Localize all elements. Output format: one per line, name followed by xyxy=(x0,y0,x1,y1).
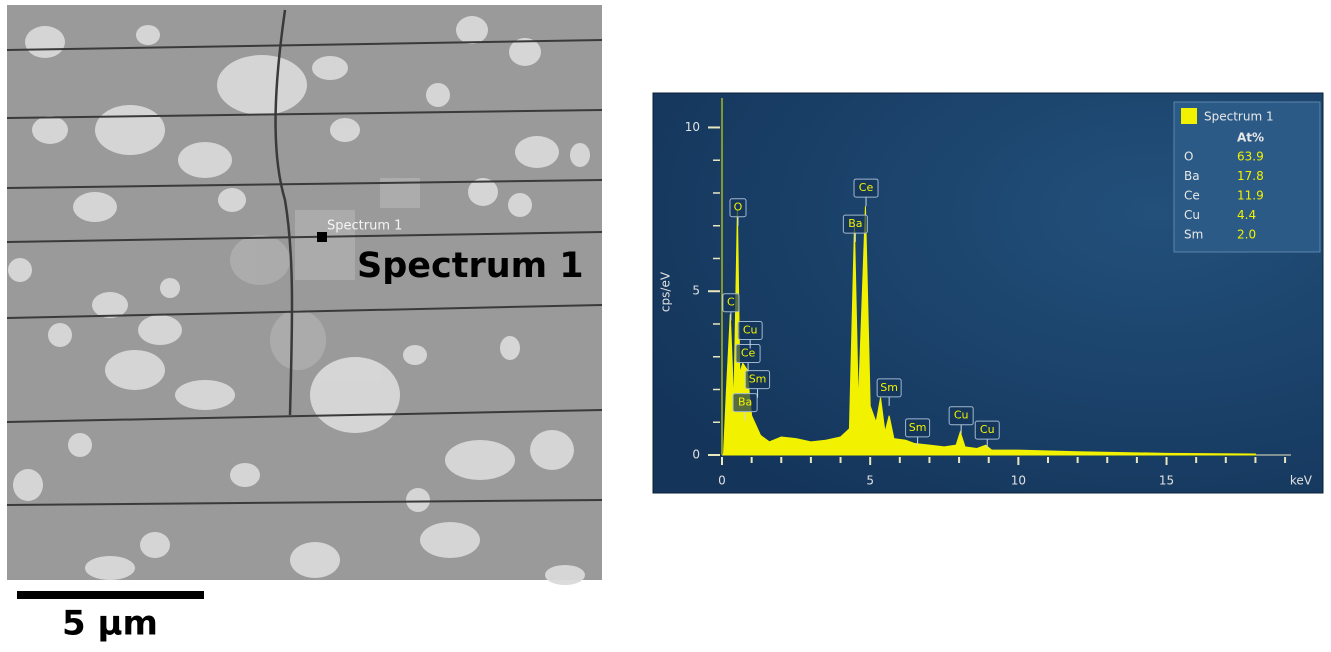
legend-box xyxy=(1173,101,1321,253)
legend-element: Ba xyxy=(1184,169,1200,183)
peak-label: O xyxy=(734,201,743,214)
x-tick-label: 10 xyxy=(1011,474,1026,488)
y-axis-label: cps/eV xyxy=(659,271,673,312)
peak-label: Cu xyxy=(954,409,969,422)
peak-label-box xyxy=(948,406,974,426)
peak-label-box xyxy=(876,378,902,398)
legend-value: 63.9 xyxy=(1237,150,1264,164)
legend-value: 2.0 xyxy=(1237,228,1256,242)
peak-label-box xyxy=(853,178,879,198)
peak-label: Ba xyxy=(738,396,752,409)
x-tick-label: 0 xyxy=(718,474,726,488)
y-tick-label: 5 xyxy=(692,284,700,298)
peak-label-box xyxy=(735,343,761,363)
legend-element: Cu xyxy=(1184,208,1200,222)
legend-swatch xyxy=(1181,108,1197,124)
peak-label-box xyxy=(737,321,763,341)
x-axis-label: keV xyxy=(1290,474,1313,488)
spectrum-chart: 0 5 10 15 0 5 10 keV cps/eV C O Ba Sm Ce Cu Ba Ce Sm Sm Cu C… xyxy=(659,98,1321,488)
legend-value: 4.4 xyxy=(1237,208,1256,222)
legend-value: 11.9 xyxy=(1237,189,1264,203)
x-tick-label: 15 xyxy=(1159,474,1174,488)
sem-image: Spectrum 1 Spectrum 1 xyxy=(6,5,603,585)
peak-label: Ce xyxy=(859,181,874,194)
peak-label-box xyxy=(842,214,868,234)
peak-label: Cu xyxy=(980,423,995,436)
peak-label-box xyxy=(729,198,747,218)
callout: Spectrum 1 xyxy=(357,246,584,286)
peak-label: Ce xyxy=(741,346,756,359)
legend-name: Spectrum 1 xyxy=(1204,110,1274,124)
y-tick-label: 10 xyxy=(685,120,700,134)
x-tick-label: 5 xyxy=(866,474,874,488)
peak-label: C xyxy=(727,296,735,309)
legend-element: O xyxy=(1184,150,1193,164)
peak-label-box xyxy=(745,370,771,390)
peak-label: Sm xyxy=(909,421,927,434)
scale-label: 5 µm xyxy=(62,604,158,644)
peak-label: Ba xyxy=(848,217,862,230)
peak-label-box xyxy=(722,293,740,313)
peak-label: Cu xyxy=(743,324,758,337)
peak-label: Sm xyxy=(749,373,767,386)
legend-element: Ce xyxy=(1184,189,1200,203)
marker-label: Spectrum 1 xyxy=(327,219,402,234)
scale-bar xyxy=(17,591,204,599)
peak-label-box xyxy=(732,393,758,413)
y-tick-label: 0 xyxy=(692,448,700,462)
peak-label-box xyxy=(905,418,931,438)
legend-header: At% xyxy=(1237,131,1264,145)
legend-element: Sm xyxy=(1184,228,1203,242)
peak-label-box xyxy=(974,420,1000,440)
peak-label: Sm xyxy=(880,381,898,394)
legend-value: 17.8 xyxy=(1237,169,1264,183)
